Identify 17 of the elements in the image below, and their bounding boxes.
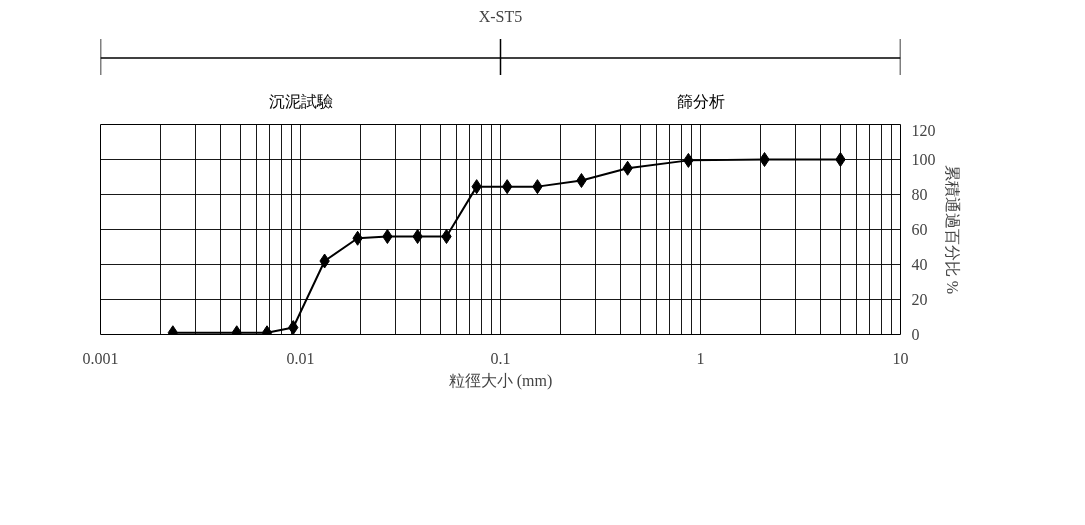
y-tick-label: 120 (911, 121, 936, 139)
y-tick-label: 100 (911, 151, 936, 168)
y-tick-label: 60 (911, 221, 928, 238)
y-tick-label: 20 (911, 291, 928, 308)
text: 篩分析 (676, 93, 725, 111)
x-tick-label: 0.01 (286, 349, 315, 367)
x-tick-label: 10 (892, 349, 909, 367)
x-tick-label: 0.1 (490, 349, 511, 367)
y-tick-label: 0 (911, 326, 920, 343)
y-tick-label: 80 (911, 186, 928, 203)
x-tick-label: 0.001 (82, 349, 119, 367)
y-tick-label: 40 (911, 256, 928, 273)
chart-title: X-ST5 (478, 7, 523, 25)
x-axis-title: 粒徑大小 (mm) (448, 371, 553, 390)
y-axis-title: 累積通過百分比 % (943, 164, 961, 295)
x-tick-label: 1 (696, 349, 705, 367)
text: 沉泥試驗 (268, 93, 333, 111)
